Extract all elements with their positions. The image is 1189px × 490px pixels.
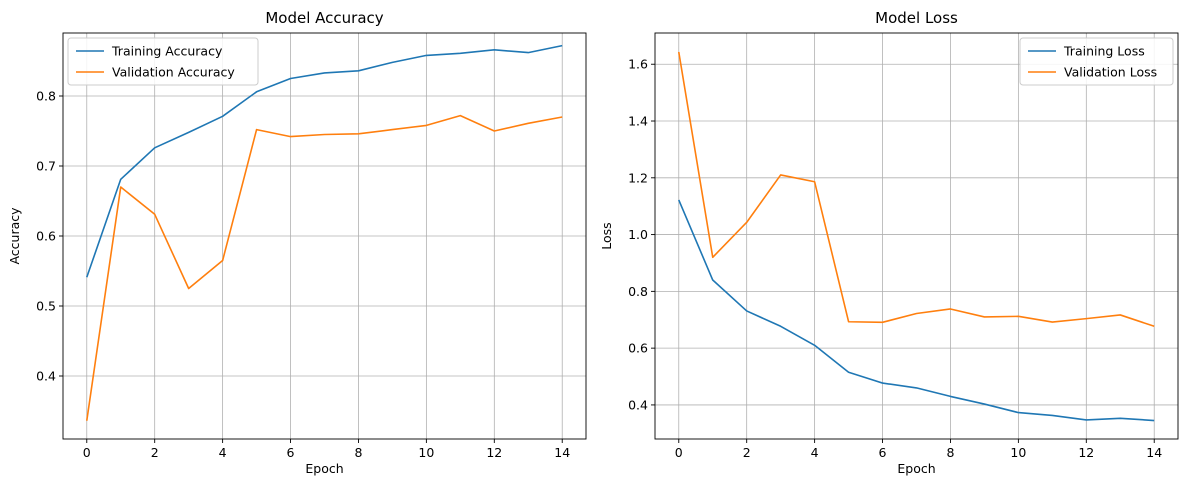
chart-1-xtick-label: 2: [743, 445, 751, 460]
chart-1-xtick-label: 6: [879, 445, 887, 460]
chart-0-ytick-label: 0.5: [36, 299, 56, 314]
chart-0-ytick-label: 0.6: [36, 229, 56, 244]
chart-0-legend: Training Accuracy Validation Accuracy: [67, 37, 259, 86]
chart-0-series-0-line: [86, 44, 563, 278]
chart-1-ytick-label: 0.6: [628, 341, 648, 356]
chart-0: 0 2 4 6 8 10 12 14 0.4 0.5 0.6 0.7 0.8 Model Accuracy…: [7, 9, 587, 476]
chart-0-xtick-label: 2: [151, 445, 159, 460]
chart-1: 0 2 4 6 8 10 12 14 0.4 0.6 0.8 1.0 1.2 1.4 1.6 Model Lo…: [599, 9, 1179, 476]
chart-0-legend-label-0: Training Accuracy: [111, 44, 223, 59]
chart-1-ytick-label: 0.8: [628, 284, 648, 299]
chart-1-title: Model Loss: [875, 9, 958, 27]
chart-1-xtick-label: 0: [675, 445, 683, 460]
chart-0-xtick-label: 14: [554, 445, 570, 460]
chart-1-legend-box: [1019, 37, 1174, 86]
chart-0-ytick-label: 0.4: [36, 369, 56, 384]
chart-0-series-1-line: [85, 114, 563, 421]
chart-0-ytick-label: 0.8: [36, 89, 56, 104]
chart-0-legend-label-1: Validation Accuracy: [112, 65, 235, 80]
chart-0-xtick-label: 10: [418, 445, 434, 460]
chart-0-xtick-label: 4: [219, 445, 227, 460]
chart-1-series-0-line: [678, 199, 1155, 422]
chart-1-ytick-label: 1.4: [628, 114, 648, 129]
chart-1-legend-label-1: Validation Loss: [1064, 65, 1157, 80]
chart-1-ytick-label: 1.0: [628, 227, 648, 242]
chart-1-legend-label-0: Training Loss: [1063, 44, 1145, 59]
chart-1-axes-frame: [654, 32, 1179, 440]
chart-1-xlabel: Epoch: [897, 461, 935, 476]
chart-1-series-1-line: [677, 51, 1155, 328]
chart-1-xtick-label: 8: [946, 445, 954, 460]
chart-0-xtick-label: 6: [287, 445, 295, 460]
chart-0-xtick-label: 12: [486, 445, 502, 460]
chart-0-title: Model Accuracy: [265, 9, 383, 27]
chart-1-xtick-label: 10: [1010, 445, 1026, 460]
chart-1-xtick-label: 14: [1146, 445, 1162, 460]
chart-1-ytick-label: 0.4: [628, 397, 648, 412]
chart-0-ytick-label: 0.7: [36, 159, 56, 174]
chart-1-xtick-label: 4: [811, 445, 819, 460]
chart-0-ylabel: Accuracy: [7, 207, 22, 265]
chart-0-xtick-label: 8: [354, 445, 362, 460]
chart-1-ytick-label: 1.2: [628, 170, 648, 185]
chart-0-xtick-label: 0: [83, 445, 91, 460]
chart-0-xlabel: Epoch: [305, 461, 343, 476]
chart-1-ytick-label: 1.6: [628, 57, 648, 72]
chart-1-ylabel: Loss: [599, 222, 614, 249]
chart-1-xtick-label: 12: [1078, 445, 1094, 460]
chart-1-legend: Training Loss Validation Loss: [1019, 37, 1174, 86]
chart-0-legend-box: [67, 37, 259, 86]
